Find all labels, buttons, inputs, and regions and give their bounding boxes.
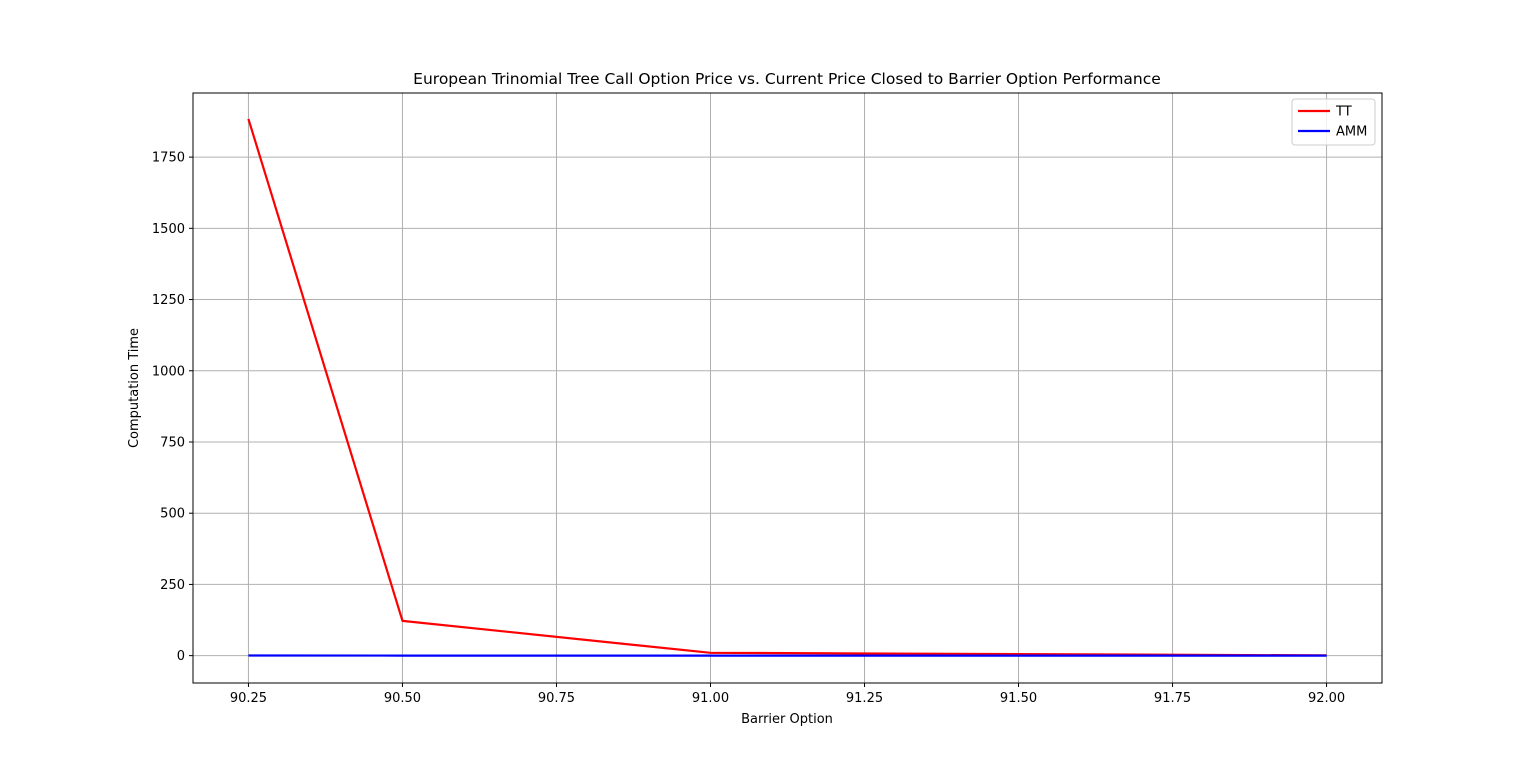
x-axis-label: Barrier Option xyxy=(741,712,833,727)
y-tick-label: 250 xyxy=(160,578,185,593)
plot-area-frame xyxy=(192,92,1383,684)
y-tick-label: 500 xyxy=(160,507,185,522)
y-tick-label: 1750 xyxy=(152,151,185,166)
legend-label-amm: AMM xyxy=(1336,125,1367,140)
x-tick-label: 91.25 xyxy=(846,691,883,706)
y-tick-label: 0 xyxy=(177,649,185,664)
series-line-tt xyxy=(247,118,1327,657)
chart-title: European Trinomial Tree Call Option Pric… xyxy=(413,70,1161,88)
y-tick-label: 750 xyxy=(160,435,185,450)
x-tick-label: 90.75 xyxy=(538,691,575,706)
series-lines xyxy=(247,118,1327,657)
x-tick-label: 91.75 xyxy=(1154,691,1191,706)
y-axis-ticks: 0 250 500 750 1000 1250 1500 1750 xyxy=(152,151,193,664)
x-axis-ticks: 90.25 90.50 90.75 91.00 91.25 91.50 91.75 92.00 xyxy=(230,683,1345,706)
y-tick-label: 1500 xyxy=(152,222,185,237)
x-tick-label: 91.00 xyxy=(692,691,729,706)
x-tick-label: 91.50 xyxy=(1000,691,1037,706)
x-tick-label: 90.25 xyxy=(230,691,267,706)
x-tick-label: 90.50 xyxy=(384,691,421,706)
y-tick-label: 1000 xyxy=(152,364,185,379)
y-tick-label: 1250 xyxy=(152,293,185,308)
y-axis-label: Computation Time xyxy=(127,328,142,448)
x-tick-label: 92.00 xyxy=(1308,691,1345,706)
legend-label-tt: TT xyxy=(1335,105,1352,120)
legend: TT AMM xyxy=(1291,98,1376,146)
